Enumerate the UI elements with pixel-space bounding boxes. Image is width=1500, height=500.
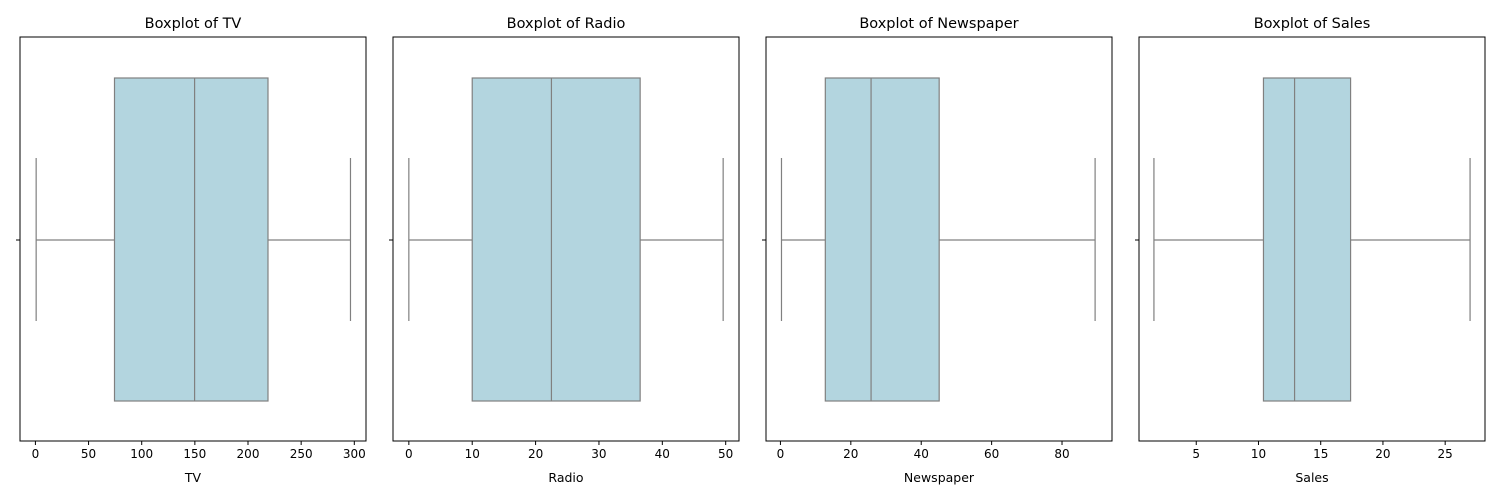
x-tick-label: 250 [290, 447, 313, 461]
chart-title: Boxplot of Sales [1254, 16, 1371, 32]
x-tick-label: 0 [405, 447, 413, 461]
x-tick-label: 300 [343, 447, 366, 461]
x-axis-label: Newspaper [904, 470, 975, 485]
x-axis-label: Sales [1295, 470, 1328, 485]
x-tick-label: 40 [914, 447, 929, 461]
x-tick-label: 0 [777, 447, 785, 461]
axes-frame [765, 36, 1113, 442]
axes-frame [392, 36, 740, 442]
x-axis-label: TV [184, 470, 202, 485]
x-tick-label: 20 [843, 447, 858, 461]
x-tick-label: 0 [32, 447, 40, 461]
x-tick-label: 25 [1438, 447, 1453, 461]
x-tick-label: 30 [591, 447, 606, 461]
x-tick-label: 50 [718, 447, 733, 461]
box-iqr [471, 77, 641, 402]
x-tick-label: 20 [528, 447, 543, 461]
x-tick-label: 40 [655, 447, 670, 461]
x-tick-label: 60 [984, 447, 999, 461]
x-axis-label: Radio [548, 470, 583, 485]
x-tick-label: 15 [1313, 447, 1328, 461]
box-iqr [824, 77, 940, 402]
box-iqr [113, 77, 269, 402]
x-tick-label: 20 [1375, 447, 1390, 461]
x-tick-label: 200 [237, 447, 260, 461]
x-tick-label: 100 [130, 447, 153, 461]
x-tick-label: 80 [1054, 447, 1069, 461]
x-tick-label: 10 [1251, 447, 1266, 461]
x-tick-label: 5 [1192, 447, 1200, 461]
axes-frame [1138, 36, 1486, 442]
chart-title: Boxplot of Newspaper [859, 16, 1018, 32]
x-tick-label: 150 [183, 447, 206, 461]
x-tick-label: 50 [81, 447, 96, 461]
axes-frame [19, 36, 367, 442]
chart-title: Boxplot of TV [145, 16, 242, 32]
box-iqr [1262, 77, 1352, 402]
x-tick-label: 10 [465, 447, 480, 461]
chart-title: Boxplot of Radio [507, 16, 626, 32]
